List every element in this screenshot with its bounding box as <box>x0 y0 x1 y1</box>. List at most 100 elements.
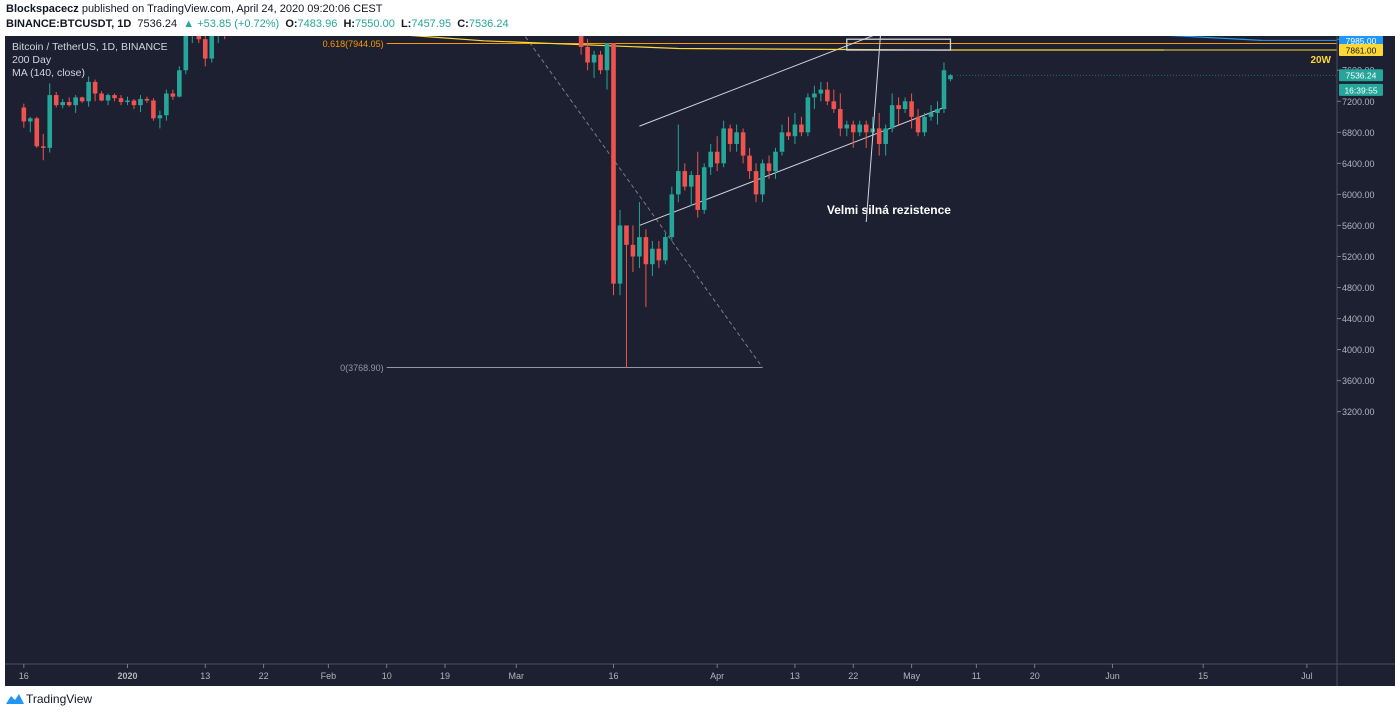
candle-body <box>663 237 668 261</box>
candle[interactable] <box>734 124 739 152</box>
candle[interactable] <box>883 124 888 156</box>
candle[interactable] <box>747 147 752 179</box>
candle[interactable] <box>753 163 759 203</box>
candle[interactable] <box>604 43 610 90</box>
candle[interactable] <box>40 133 46 161</box>
candle[interactable] <box>876 112 882 156</box>
candle[interactable] <box>177 66 182 98</box>
candle[interactable] <box>190 36 195 44</box>
candle[interactable] <box>766 155 772 179</box>
candle[interactable] <box>708 143 713 175</box>
candle[interactable] <box>721 120 726 168</box>
candle[interactable] <box>164 89 169 121</box>
candle[interactable] <box>591 50 597 78</box>
candle[interactable] <box>630 225 636 272</box>
candle[interactable] <box>60 98 65 109</box>
candle[interactable] <box>157 110 163 129</box>
candle[interactable] <box>786 116 791 141</box>
tradingview-logo-icon[interactable] <box>6 693 24 705</box>
candle[interactable] <box>844 120 850 137</box>
candle[interactable] <box>831 89 837 113</box>
candle[interactable] <box>863 120 869 148</box>
candle[interactable] <box>902 97 908 113</box>
candle[interactable] <box>73 95 78 113</box>
candle[interactable] <box>79 96 85 103</box>
candle[interactable] <box>922 112 927 137</box>
candle[interactable] <box>812 85 817 110</box>
high-label: H: <box>343 18 356 30</box>
candle[interactable] <box>118 95 124 106</box>
candle[interactable] <box>669 186 675 241</box>
candle[interactable] <box>598 50 603 75</box>
candle[interactable] <box>909 93 914 129</box>
candle[interactable] <box>818 81 824 102</box>
candle[interactable] <box>53 91 59 108</box>
candle[interactable] <box>714 136 720 172</box>
candle[interactable] <box>779 124 785 156</box>
candle[interactable] <box>682 163 688 191</box>
candle[interactable] <box>34 116 40 148</box>
candle[interactable] <box>624 225 629 368</box>
candle[interactable] <box>688 171 694 207</box>
candle-body <box>669 194 675 238</box>
candle[interactable] <box>202 36 208 67</box>
candle[interactable] <box>935 101 940 125</box>
candle[interactable] <box>183 36 189 75</box>
candle[interactable] <box>799 116 804 137</box>
candle[interactable] <box>170 89 176 100</box>
candle[interactable] <box>656 240 662 269</box>
candle[interactable] <box>850 120 856 148</box>
candle[interactable] <box>585 39 590 71</box>
candle[interactable] <box>196 36 202 44</box>
candle[interactable] <box>99 91 104 102</box>
chart-area[interactable]: 1(10524.80)0(3768.90)0.618(7944.05) Velm… <box>5 36 1395 686</box>
candle[interactable] <box>889 93 895 133</box>
candle[interactable] <box>695 151 701 218</box>
candle[interactable] <box>643 229 649 307</box>
candle[interactable] <box>216 36 221 44</box>
candle[interactable] <box>941 62 947 113</box>
candle[interactable] <box>825 81 830 106</box>
candle[interactable] <box>112 93 117 102</box>
candle[interactable] <box>125 96 130 106</box>
candle[interactable] <box>47 83 53 153</box>
candle[interactable] <box>209 36 215 63</box>
candle[interactable] <box>915 109 921 137</box>
candle[interactable] <box>857 120 863 137</box>
candle[interactable] <box>760 159 765 203</box>
candle[interactable] <box>92 79 98 102</box>
candle[interactable] <box>637 202 642 269</box>
candle[interactable] <box>792 112 798 144</box>
candle[interactable] <box>650 240 655 276</box>
candle[interactable] <box>663 233 668 265</box>
candle[interactable] <box>701 163 707 214</box>
candle[interactable] <box>928 105 934 121</box>
candle[interactable] <box>805 93 811 137</box>
candle[interactable] <box>86 76 91 107</box>
candle[interactable] <box>66 97 72 107</box>
candle[interactable] <box>740 128 746 164</box>
candle[interactable] <box>948 74 953 82</box>
candle[interactable] <box>838 93 843 137</box>
author[interactable]: Blockspacecz <box>6 3 79 15</box>
candle-body <box>99 93 104 101</box>
candle[interactable] <box>21 103 27 128</box>
candle[interactable] <box>578 36 584 55</box>
candle[interactable] <box>144 96 150 103</box>
candle[interactable] <box>131 98 137 110</box>
resistance-annotation[interactable]: Velmi silná rezistence <box>827 203 951 217</box>
candle[interactable] <box>896 97 901 125</box>
candle[interactable] <box>773 147 778 179</box>
candle[interactable] <box>105 93 111 106</box>
price-chart[interactable]: 1(10524.80)0(3768.90)0.618(7944.05) Velm… <box>5 36 1395 686</box>
candle[interactable] <box>611 43 616 296</box>
tradingview-brand[interactable]: TradingView <box>26 692 93 706</box>
candle[interactable] <box>222 36 227 40</box>
candle[interactable] <box>151 98 156 121</box>
candle[interactable] <box>138 95 143 113</box>
resistance-zone-box[interactable] <box>846 38 952 51</box>
candle[interactable] <box>727 124 733 152</box>
candle[interactable] <box>28 116 33 133</box>
candle[interactable] <box>617 209 623 296</box>
candle[interactable] <box>676 124 681 203</box>
